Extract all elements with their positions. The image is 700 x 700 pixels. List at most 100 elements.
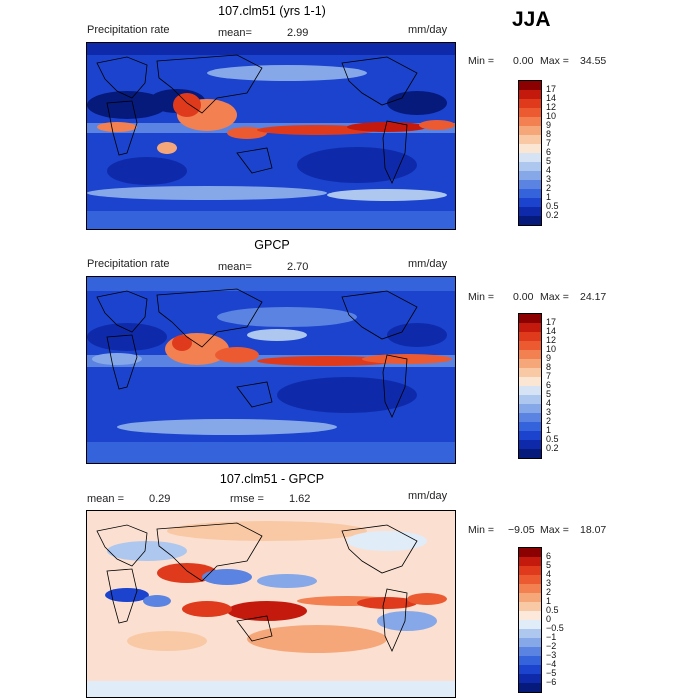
colorbar-swatch — [519, 99, 541, 108]
colorbar-level-label: 3 — [546, 406, 552, 417]
colorbar-level-label: 0.2 — [546, 442, 559, 453]
panel-2-min-label: Min = — [468, 291, 494, 303]
colorbar-level-label: 8 — [546, 128, 552, 139]
colorbar-level-label: −0.5 — [546, 622, 564, 633]
colorbar-swatch — [519, 665, 541, 674]
panel-2-max-value: 24.17 — [580, 291, 607, 303]
panel-1-colorbar-labels: 17 14 12 10 9 8 7 6 5 4 3 2 1 0.5 0.2 — [546, 80, 586, 224]
colorbar-level-label: 7 — [546, 137, 552, 148]
colorbar-swatch — [519, 81, 541, 90]
colorbar-level-label: 9 — [546, 119, 552, 130]
colorbar-swatch — [519, 404, 541, 413]
colorbar-swatch — [519, 584, 541, 593]
colorbar-swatch — [519, 341, 541, 350]
colorbar-level-label: 3 — [546, 173, 552, 184]
colorbar-swatch — [519, 440, 541, 449]
panel-3-rmse-value: 1.62 — [289, 493, 311, 505]
colorbar-swatch — [519, 359, 541, 368]
colorbar-swatch — [519, 386, 541, 395]
panel-3-max-value: 18.07 — [580, 524, 607, 536]
panel-2-mean-label: mean= — [218, 261, 252, 273]
panel-3-title: 107.clm51 - GPCP — [219, 472, 325, 486]
colorbar-swatch — [519, 135, 541, 144]
panel-2-mean-value: 2.70 — [287, 261, 309, 273]
colorbar-level-label: −2 — [546, 640, 557, 651]
colorbar-level-label: 6 — [546, 550, 552, 561]
colorbar-swatch — [519, 314, 541, 323]
colorbar-level-label: 17 — [546, 83, 557, 94]
panel-1-min-label: Min = — [468, 55, 494, 67]
panel-2-units: mm/day — [408, 258, 448, 270]
colorbar-level-label: 0 — [546, 613, 552, 624]
panel-1-mean-label: mean= — [218, 27, 252, 39]
colorbar-swatch — [519, 683, 541, 692]
colorbar-swatch — [519, 566, 541, 575]
colorbar-swatch — [519, 108, 541, 117]
colorbar-level-label: −1 — [546, 631, 557, 642]
panel-2-colorbar-labels: 17 14 12 10 9 8 7 6 5 4 3 2 1 0.5 0.2 — [546, 313, 586, 457]
colorbar-swatch — [519, 162, 541, 171]
colorbar-level-label: 3 — [546, 577, 552, 588]
colorbar-level-label: 2 — [546, 586, 552, 597]
colorbar-level-label: −4 — [546, 658, 557, 669]
colorbar-level-label: −6 — [546, 676, 557, 687]
colorbar-swatch — [519, 413, 541, 422]
panel-1-map — [86, 42, 456, 230]
colorbar-level-label: 6 — [546, 379, 552, 390]
colorbar-level-label: 14 — [546, 92, 557, 103]
colorbar-level-label: 9 — [546, 352, 552, 363]
colorbar-swatch — [519, 557, 541, 566]
panel-1-max-value: 34.55 — [580, 55, 607, 67]
panel-3-units: mm/day — [408, 490, 448, 502]
colorbar-level-label: 0.5 — [546, 433, 559, 444]
panel-3-max-label: Max = — [540, 524, 569, 536]
panel-3-rmse-label: rmse = — [230, 493, 264, 505]
panel-1-variable-label: Precipitation rate — [87, 24, 170, 36]
colorbar-swatch — [519, 395, 541, 404]
colorbar-level-label: 14 — [546, 325, 557, 336]
panel-2-max-label: Max = — [540, 291, 569, 303]
colorbar-level-label: 0.5 — [546, 200, 559, 211]
colorbar-swatch — [519, 422, 541, 431]
colorbar-level-label: 4 — [546, 568, 552, 579]
colorbar-level-label: −5 — [546, 667, 557, 678]
colorbar-level-label: 0.2 — [546, 209, 559, 220]
colorbar-swatch — [519, 189, 541, 198]
colorbar-level-label: 4 — [546, 164, 552, 175]
panel-1-colorbar — [518, 80, 542, 226]
colorbar-swatch — [519, 620, 541, 629]
colorbar-swatch — [519, 638, 541, 647]
colorbar-swatch — [519, 602, 541, 611]
colorbar-swatch — [519, 431, 541, 440]
colorbar-level-label: 4 — [546, 397, 552, 408]
colorbar-level-label: 5 — [546, 559, 552, 570]
colorbar-swatch — [519, 350, 541, 359]
colorbar-swatch — [519, 90, 541, 99]
colorbar-level-label: 7 — [546, 370, 552, 381]
colorbar-swatch — [519, 144, 541, 153]
panel-3-mean-label: mean = — [87, 493, 124, 505]
colorbar-level-label: 17 — [546, 316, 557, 327]
panel-3-mean-value: 0.29 — [149, 493, 171, 505]
colorbar-swatch — [519, 323, 541, 332]
colorbar-level-label: 12 — [546, 101, 557, 112]
colorbar-swatch — [519, 153, 541, 162]
colorbar-swatch — [519, 674, 541, 683]
panel-2-colorbar — [518, 313, 542, 459]
colorbar-level-label: 5 — [546, 388, 552, 399]
colorbar-level-label: 1 — [546, 191, 552, 202]
panel-3-min-label: Min = — [468, 524, 494, 536]
colorbar-swatch — [519, 611, 541, 620]
colorbar-level-label: 10 — [546, 343, 557, 354]
panel-3-colorbar-labels: 6 5 4 3 2 1 0.5 0 −0.5 −1 −2 −3 −4 −5 −6 — [546, 547, 586, 691]
colorbar-level-label: 2 — [546, 415, 552, 426]
colorbar-level-label: 2 — [546, 182, 552, 193]
colorbar-swatch — [519, 368, 541, 377]
colorbar-level-label: 0.5 — [546, 604, 559, 615]
colorbar-level-label: 1 — [546, 595, 552, 606]
panel-2-variable-label: Precipitation rate — [87, 258, 170, 270]
colorbar-swatch — [519, 180, 541, 189]
colorbar-swatch — [519, 216, 541, 225]
colorbar-level-label: 8 — [546, 361, 552, 372]
colorbar-swatch — [519, 377, 541, 386]
